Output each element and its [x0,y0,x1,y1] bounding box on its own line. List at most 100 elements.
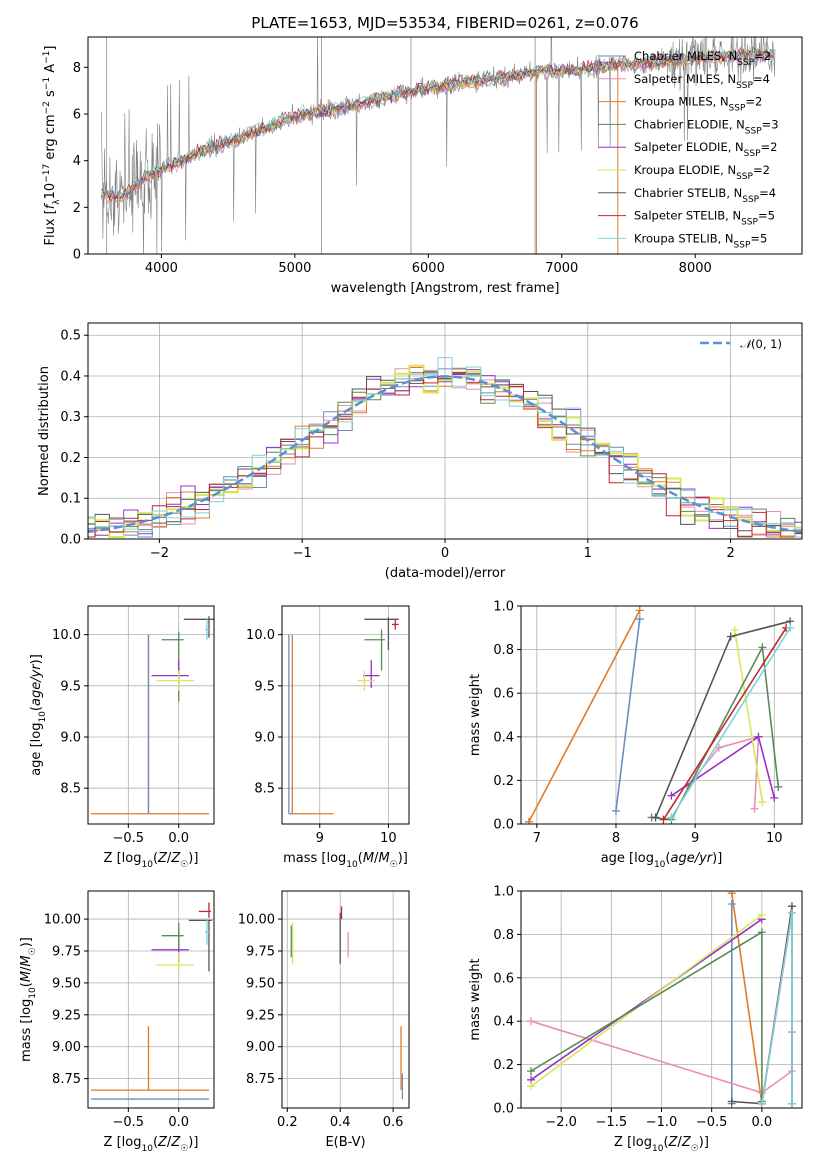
plus-marker [527,1067,536,1076]
axes-frame [87,322,803,540]
y-axis-label: mass weight [468,674,483,756]
mass-weight-line [615,619,641,811]
legend-label: Chabrier ELODIE, NSSP=3 [634,117,779,136]
y-tick-label: 0 [73,248,81,263]
mass-weight-line [662,627,787,821]
plot-area [91,902,212,1100]
axes-frame [87,605,215,825]
legend-label: Chabrier STELIB, NSSP=4 [634,186,776,205]
axes-frame [87,36,803,255]
x-tick-label: −2.0 [545,1115,577,1130]
plus-marker [527,1017,536,1026]
x-axis-label: age [log10(age/yr)] [601,851,723,870]
x-axis-label: mass [log10(M/M☉)] [283,851,408,870]
plot-area [524,606,795,824]
x-tick-label: 6000 [412,261,445,276]
x-tick-label: 7 [533,831,541,846]
y-tick-label: 8.75 [52,1072,81,1087]
figure-title: PLATE=1653, MJD=53534, FIBERID=0261, z=0… [251,14,638,32]
chart-mass-vs-Z: −0.5 0.0 8.75 9.00 9.25 9.50 9.75 10.00 Z [log10… [19,890,215,1154]
y-tick-label: 9.00 [246,1040,275,1055]
x-axis-label: Z [log10(Z/Z☉)] [104,851,199,870]
plus-marker [758,798,767,807]
plus-marker [727,900,736,909]
y-tick-label: 0.3 [60,410,81,425]
x-tick-label: −1 [293,546,312,561]
legend-label: Kroupa ELODIE, NSSP=2 [634,163,770,182]
legend-label: Salpeter STELIB, NSSP=5 [634,209,775,228]
x-tick-label: −0.5 [113,1115,145,1130]
y-tick-label: 0.8 [493,928,514,943]
plus-marker [757,928,766,937]
y-tick-label: 9.75 [52,944,81,959]
x-tick-label: 5000 [278,261,311,276]
axes-frame [520,605,803,825]
x-axis-label: E(B-V) [325,1135,365,1150]
y-tick-label: 8.75 [246,1072,275,1087]
x-tick-label: 8000 [679,261,712,276]
legend: Chabrier MILES, NSSP=2 Salpeter MILES, NS… [598,49,779,250]
y-tick-label: 10.0 [52,628,81,643]
model-fit-line [101,46,775,201]
plot-area [288,617,399,815]
chart-weight-vs-age: 7 8 9 10 0.0 0.2 0.4 0.6 0.8 1.0 age [log10(age/yr… [468,600,803,870]
x-tick-label: 1 [584,546,592,561]
model-fit-line [101,42,775,198]
chart-age-vs-mass: 9 10 8.5 9.0 9.5 10.0 mass [log10(M/M☉)] [246,605,410,870]
plus-marker [726,632,735,641]
mass-weight-line [670,627,791,818]
plus-marker [651,813,660,822]
plus-marker [730,625,739,634]
legend-label: Kroupa MILES, NSSP=2 [634,95,762,114]
plus-marker [635,615,644,624]
mass-weight-line [530,918,763,1081]
legend-label: Salpeter MILES, NSSP=4 [634,72,770,91]
y-tick-label: 10.00 [44,913,81,928]
y-tick-label: 1.0 [493,885,514,900]
x-tick-label: −0.5 [696,1115,728,1130]
y-tick-label: 0.8 [493,643,514,658]
y-tick-label: 9.25 [52,1008,81,1023]
axes-frame [87,890,215,1109]
axes-frame [281,890,410,1109]
y-tick-label: 0.2 [60,451,81,466]
y-tick-label: 0.2 [493,774,514,789]
x-tick-label: 0.6 [383,1115,404,1130]
y-tick-label: 9.5 [60,679,81,694]
y-tick-label: 8 [73,61,81,76]
mass-weight-line [528,610,641,823]
x-tick-label: 7000 [545,261,578,276]
y-tick-label: 0.0 [493,1102,514,1117]
plot-area [88,357,802,538]
plus-marker [727,1097,736,1106]
gaussian-curve [88,375,802,534]
x-tick-label: 9 [691,831,699,846]
y-tick-label: 9.50 [246,976,275,991]
mass-weight-line [530,914,763,1087]
plus-marker [787,1099,796,1108]
legend-label: Kroupa STELIB, NSSP=5 [634,231,767,250]
plus-marker [667,813,676,822]
y-tick-label: 0.4 [493,730,514,745]
x-tick-label: 8 [612,831,620,846]
plus-marker [524,817,533,824]
residual-histogram [88,369,802,537]
chart-mass-vs-ebv: 0.2 0.4 0.6 8.75 9.00 9.25 9.50 9.75 10.00 E(B-V) [238,890,410,1150]
plus-marker [635,606,644,615]
plus-marker [659,815,668,824]
y-tick-label: 9.00 [52,1040,81,1055]
x-axis-label: Z [log10(Z/Z☉)] [614,1135,709,1154]
y-tick-label: 0.1 [60,492,81,507]
x-tick-label: 0.0 [752,1115,773,1130]
plot-area [100,37,776,254]
y-tick-label: 9.0 [60,731,81,746]
y-tick-label: 9.50 [52,976,81,991]
mass-weight-line [731,893,763,1104]
plus-marker [611,806,620,815]
y-tick-label: 0.0 [493,818,514,833]
chart-weight-vs-Z: −2.0 −1.5 −1.0 −0.5 0.0 0.0 0.2 0.4 0.6 0.8 1.0 Z [… [468,885,803,1154]
y-tick-label: 0.4 [60,369,81,384]
residual-histogram [88,357,802,538]
axes-frame [520,890,803,1109]
